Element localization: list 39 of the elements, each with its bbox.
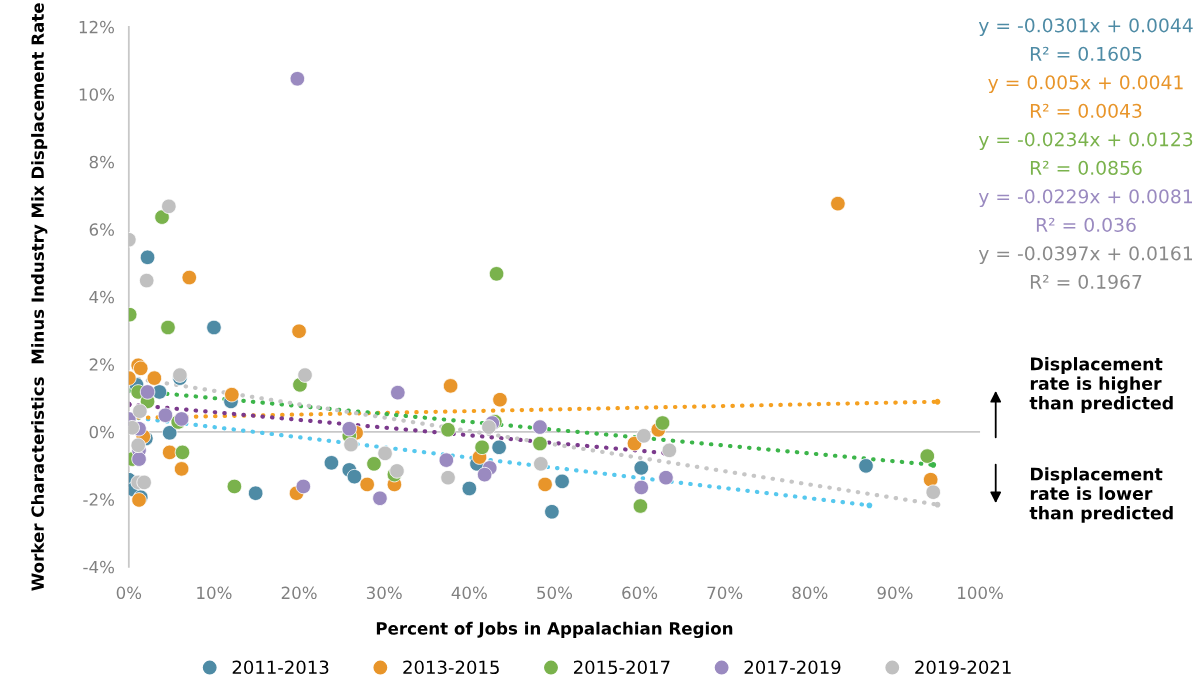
- x-tick-label: 80%: [792, 586, 828, 600]
- x-tick-label: 70%: [707, 586, 743, 600]
- x-tick-label: 60%: [622, 586, 658, 600]
- y-tick-label: -2%: [83, 493, 115, 506]
- x-axis-title: Percent of Jobs in Appalachian Region: [376, 621, 733, 639]
- x-tick-label: 40%: [451, 586, 487, 600]
- annotation: y = -0.0229x + 0.0081: [978, 189, 1192, 208]
- x-tick-label: 20%: [281, 586, 317, 600]
- x-tick-label: 0%: [116, 586, 142, 600]
- y-tick-label: 8%: [89, 155, 115, 169]
- x-tick-label: 50%: [537, 586, 573, 600]
- x-tick-label: 100%: [958, 586, 1003, 600]
- y-tick-label: 0%: [89, 425, 115, 439]
- y-tick-label: 2%: [89, 358, 115, 371]
- x-tick-label: 30%: [366, 586, 402, 600]
- y-tick-label: 12%: [79, 20, 115, 34]
- text: R² = 0.1967: [1030, 274, 1142, 289]
- x-tick-label: 10%: [197, 586, 232, 600]
- y-tick-label: 4%: [89, 290, 115, 304]
- annotation: y = -0.0234x + 0.0123: [978, 132, 1193, 151]
- text: Displacement rate is lower than predicted: [1029, 467, 1173, 523]
- text: R² = 0.0043: [1030, 103, 1142, 118]
- legend-label: 2019-2021: [915, 660, 1011, 675]
- legend-label: 2015-2017: [573, 660, 670, 675]
- y-tick-label: 6%: [89, 223, 115, 236]
- legend-label: 2017-2019: [744, 660, 841, 675]
- annotation: y = -0.0301x + 0.0044: [978, 18, 1193, 37]
- y-tick-label: -4%: [83, 560, 115, 574]
- y-axis-title: Worker Characteristics Minus Industry Mix Displacement Rate: [31, 3, 48, 591]
- legend-label: 2011-2013: [232, 660, 329, 675]
- text: R² = 0.0856: [1030, 160, 1142, 175]
- y-tick-label: 10%: [79, 88, 115, 101]
- text: R² = 0.1605: [1030, 46, 1142, 61]
- annotation: y = -0.0397x + 0.0161: [978, 246, 1192, 265]
- text: R² = 0.036: [1036, 217, 1136, 232]
- text: Displacement rate is higher than predicted: [1029, 357, 1173, 413]
- x-tick-label: 90%: [877, 586, 913, 600]
- legend-label: 2013-2015: [403, 660, 499, 675]
- text: y = 0.005x + 0.0041: [988, 75, 1183, 94]
